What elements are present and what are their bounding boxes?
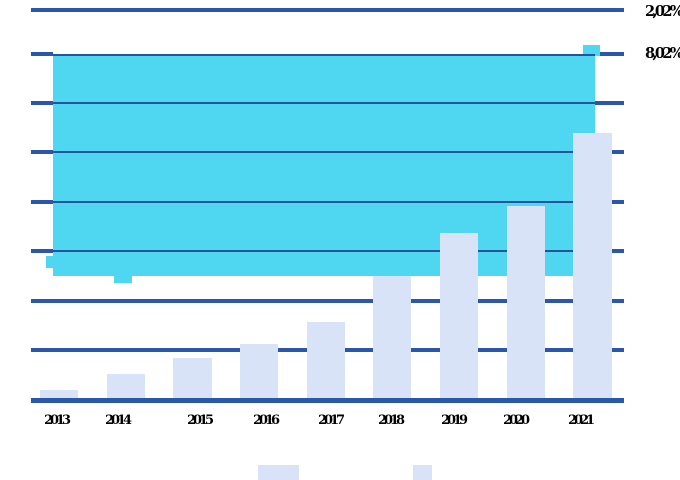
gridline-thick <box>31 101 53 105</box>
bar-2019 <box>440 233 478 400</box>
legend-swatch[interactable] <box>258 465 299 480</box>
gridline-thick <box>595 52 624 56</box>
cyan-band-segment <box>583 45 600 56</box>
x-tick-label: 2015 <box>187 413 214 428</box>
bar-2015 <box>173 358 212 400</box>
bar-2017 <box>307 322 345 400</box>
x-tick-label: 2017 <box>318 413 345 428</box>
gridline-thick <box>31 150 53 154</box>
cyan-band-segment <box>53 56 595 276</box>
x-tick-label: 2020 <box>503 413 530 428</box>
x-tick-label: 2013 <box>44 413 71 428</box>
gridline-thin <box>53 54 595 56</box>
gridline-thick <box>31 200 53 204</box>
x-axis-line <box>31 398 624 403</box>
gridline-thick <box>595 101 624 105</box>
gridline-thin <box>53 102 595 104</box>
gridline-thin <box>53 201 595 203</box>
bar-2021 <box>573 133 612 400</box>
x-tick-label: 2016 <box>253 413 280 428</box>
x-tick-label: 2018 <box>378 413 405 428</box>
right-axis-label: 8,02% <box>645 45 680 62</box>
gridline-thick <box>31 52 53 56</box>
x-tick-label: 2019 <box>441 413 468 428</box>
legend-swatch[interactable] <box>413 465 432 480</box>
x-tick-label: 2021 <box>568 413 595 428</box>
cyan-band-segment <box>114 276 132 283</box>
bar-2018 <box>373 276 411 400</box>
x-tick-label: 2014 <box>105 413 132 428</box>
gridline-thick <box>31 8 624 12</box>
bar-2016 <box>240 344 278 400</box>
gridline-thin <box>53 250 595 252</box>
bar-2020 <box>507 206 545 400</box>
bar-2013 <box>40 390 78 400</box>
bar-2014 <box>107 374 145 400</box>
gridline-thick <box>31 299 624 303</box>
cyan-band-segment <box>46 256 53 268</box>
gridline-thick <box>31 249 53 253</box>
right-axis-label: 2,02% <box>645 3 680 20</box>
gridline-thin <box>53 151 595 153</box>
